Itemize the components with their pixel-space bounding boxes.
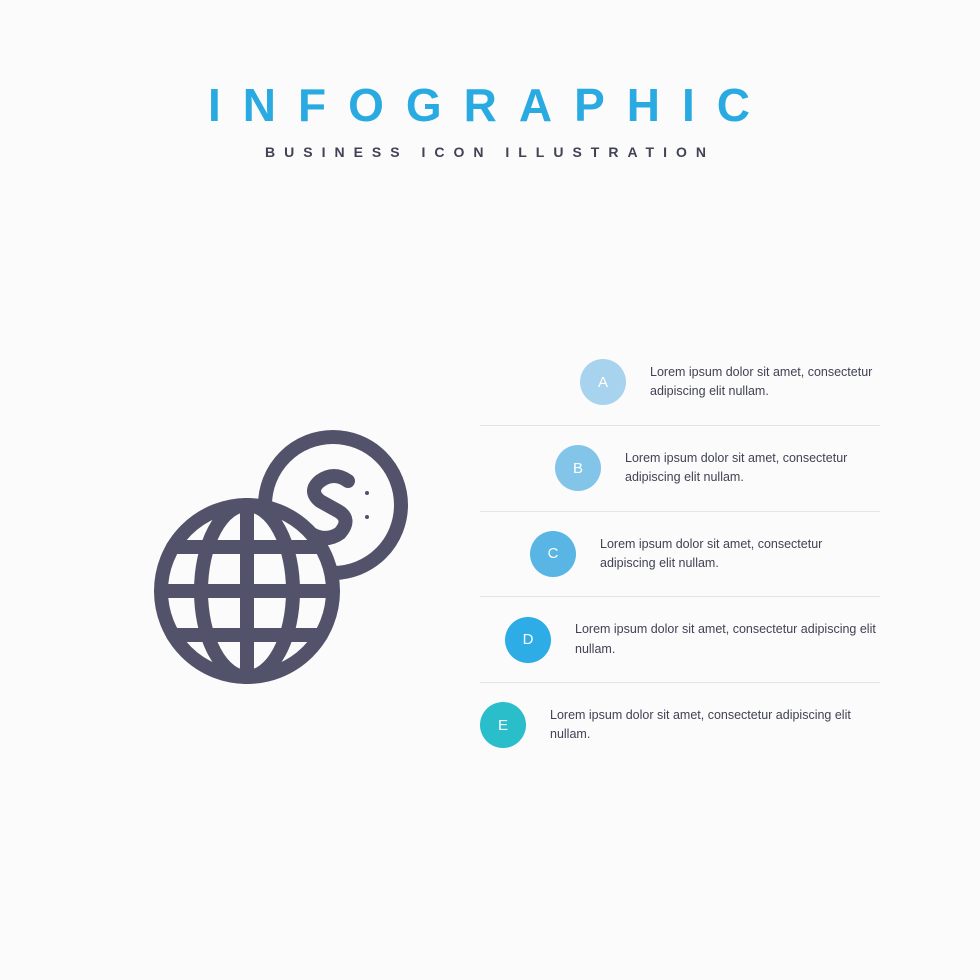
step-text: Lorem ipsum dolor sit amet, consectetur …	[505, 597, 880, 682]
step-badge: C	[530, 531, 576, 577]
step-item-e: E Lorem ipsum dolor sit amet, consectetu…	[480, 683, 880, 768]
page-subtitle: BUSINESS ICON ILLUSTRATION	[0, 144, 980, 160]
step-badge: A	[580, 359, 626, 405]
step-text: Lorem ipsum dolor sit amet, consectetur …	[480, 683, 880, 768]
globe-dollar-icon	[145, 425, 425, 685]
step-badge: E	[480, 702, 526, 748]
step-text: Lorem ipsum dolor sit amet, consectetur …	[530, 512, 880, 597]
step-text: Lorem ipsum dolor sit amet, consectetur …	[555, 426, 880, 511]
steps-list: A Lorem ipsum dolor sit amet, consectetu…	[480, 340, 880, 768]
step-badge: B	[555, 445, 601, 491]
step-item-b: B Lorem ipsum dolor sit amet, consectetu…	[480, 426, 880, 512]
page-title: INFOGRAPHIC	[0, 78, 980, 132]
step-item-d: D Lorem ipsum dolor sit amet, consectetu…	[480, 597, 880, 683]
step-item-c: C Lorem ipsum dolor sit amet, consectetu…	[480, 512, 880, 598]
step-badge: D	[505, 617, 551, 663]
header: INFOGRAPHIC BUSINESS ICON ILLUSTRATION	[0, 0, 980, 160]
step-item-a: A Lorem ipsum dolor sit amet, consectetu…	[480, 340, 880, 426]
